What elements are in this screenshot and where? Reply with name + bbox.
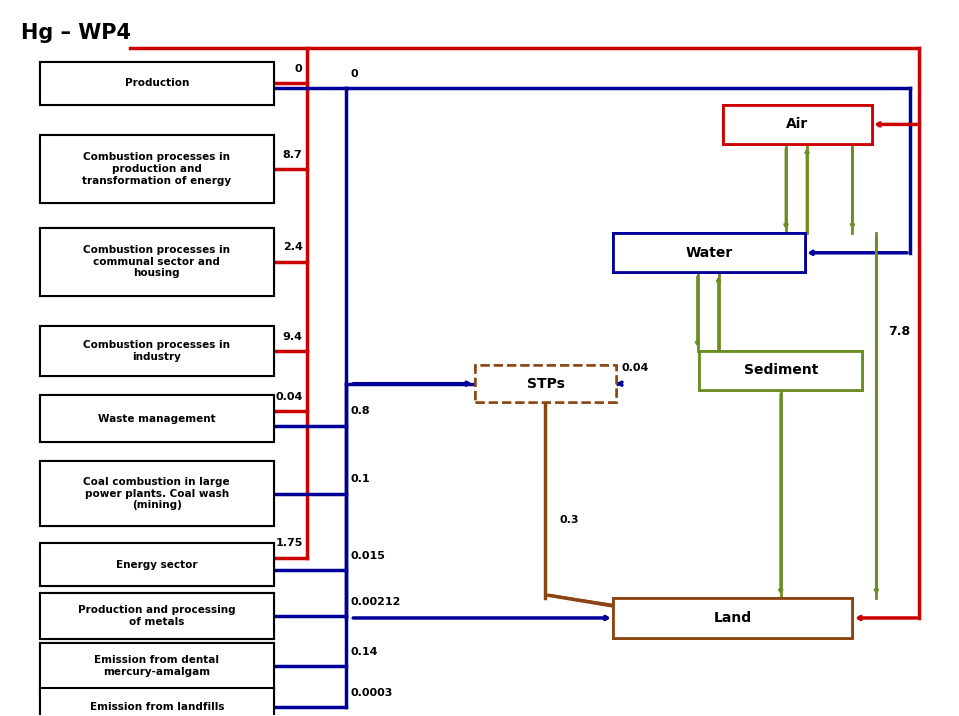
FancyBboxPatch shape <box>39 688 274 716</box>
FancyBboxPatch shape <box>699 351 862 390</box>
FancyBboxPatch shape <box>39 228 274 296</box>
Text: Production and processing
of metals: Production and processing of metals <box>78 606 236 627</box>
Text: 7.8: 7.8 <box>888 325 910 338</box>
FancyBboxPatch shape <box>39 135 274 203</box>
Text: Coal combustion in large
power plants. Coal wash
(mining): Coal combustion in large power plants. C… <box>83 477 230 510</box>
Text: 8.7: 8.7 <box>283 150 303 160</box>
Text: 0.015: 0.015 <box>350 551 386 561</box>
Text: 0.00212: 0.00212 <box>350 597 401 607</box>
FancyBboxPatch shape <box>39 643 274 690</box>
FancyBboxPatch shape <box>614 233 805 272</box>
FancyBboxPatch shape <box>614 233 805 272</box>
Text: 2.4: 2.4 <box>283 243 303 253</box>
FancyBboxPatch shape <box>475 365 617 402</box>
Text: 0.1: 0.1 <box>350 474 370 484</box>
Text: Coal combustion in large
power plants. Coal wash
(mining): Coal combustion in large power plants. C… <box>83 477 230 510</box>
Text: STPs: STPs <box>526 377 565 391</box>
Text: Energy sector: Energy sector <box>116 560 198 570</box>
Text: 0.3: 0.3 <box>560 515 579 525</box>
FancyBboxPatch shape <box>39 461 274 526</box>
Text: Energy sector: Energy sector <box>116 560 198 570</box>
FancyBboxPatch shape <box>614 599 853 637</box>
Text: Water: Water <box>686 246 733 260</box>
FancyBboxPatch shape <box>39 62 274 105</box>
FancyBboxPatch shape <box>614 599 853 637</box>
FancyBboxPatch shape <box>39 135 274 203</box>
Text: Production and processing
of metals: Production and processing of metals <box>78 606 236 627</box>
FancyBboxPatch shape <box>723 105 872 144</box>
FancyBboxPatch shape <box>39 688 274 716</box>
Text: Sediment: Sediment <box>743 364 818 377</box>
FancyBboxPatch shape <box>723 105 872 144</box>
Text: Emission from dental
mercury-amalgam: Emission from dental mercury-amalgam <box>94 655 220 677</box>
Text: Sediment: Sediment <box>743 364 818 377</box>
FancyBboxPatch shape <box>699 351 862 390</box>
FancyBboxPatch shape <box>39 461 274 526</box>
Text: 0.04: 0.04 <box>621 363 648 373</box>
FancyBboxPatch shape <box>39 543 274 586</box>
Text: Emission from landfills: Emission from landfills <box>89 702 224 712</box>
Text: Emission from dental
mercury-amalgam: Emission from dental mercury-amalgam <box>94 655 220 677</box>
Text: Production: Production <box>125 79 189 88</box>
FancyBboxPatch shape <box>39 643 274 690</box>
FancyBboxPatch shape <box>39 395 274 442</box>
Text: Water: Water <box>686 246 733 260</box>
Text: Combustion processes in
production and
transformation of energy: Combustion processes in production and t… <box>82 153 231 185</box>
Text: Land: Land <box>713 611 752 625</box>
Text: Air: Air <box>786 117 808 132</box>
Text: 0.0003: 0.0003 <box>350 688 393 698</box>
FancyBboxPatch shape <box>39 326 274 376</box>
Text: Emission from landfills: Emission from landfills <box>89 702 224 712</box>
FancyBboxPatch shape <box>475 365 617 402</box>
Text: 0: 0 <box>295 64 303 74</box>
Text: Air: Air <box>786 117 808 132</box>
FancyBboxPatch shape <box>39 593 274 639</box>
Text: Hg – WP4: Hg – WP4 <box>20 23 130 43</box>
FancyBboxPatch shape <box>39 395 274 442</box>
Text: Combustion processes in
production and
transformation of energy: Combustion processes in production and t… <box>82 153 231 185</box>
Text: 0.14: 0.14 <box>350 647 378 657</box>
Text: Production: Production <box>125 79 189 88</box>
Text: Waste management: Waste management <box>98 414 216 424</box>
Text: Combustion processes in
communal sector and
housing: Combustion processes in communal sector … <box>83 245 230 279</box>
Text: Combustion processes in
industry: Combustion processes in industry <box>83 340 230 362</box>
FancyBboxPatch shape <box>39 62 274 105</box>
Text: Land: Land <box>713 611 752 625</box>
Text: Waste management: Waste management <box>98 414 216 424</box>
FancyBboxPatch shape <box>39 543 274 586</box>
Text: Combustion processes in
communal sector and
housing: Combustion processes in communal sector … <box>83 245 230 279</box>
FancyBboxPatch shape <box>39 228 274 296</box>
FancyBboxPatch shape <box>39 593 274 639</box>
Text: 1.75: 1.75 <box>275 538 303 548</box>
Text: 9.4: 9.4 <box>283 332 303 342</box>
Text: 0: 0 <box>350 69 358 79</box>
Text: 0.04: 0.04 <box>275 392 303 402</box>
Text: Combustion processes in
industry: Combustion processes in industry <box>83 340 230 362</box>
FancyBboxPatch shape <box>39 326 274 376</box>
Text: 0.8: 0.8 <box>350 407 370 417</box>
Text: STPs: STPs <box>526 377 565 391</box>
